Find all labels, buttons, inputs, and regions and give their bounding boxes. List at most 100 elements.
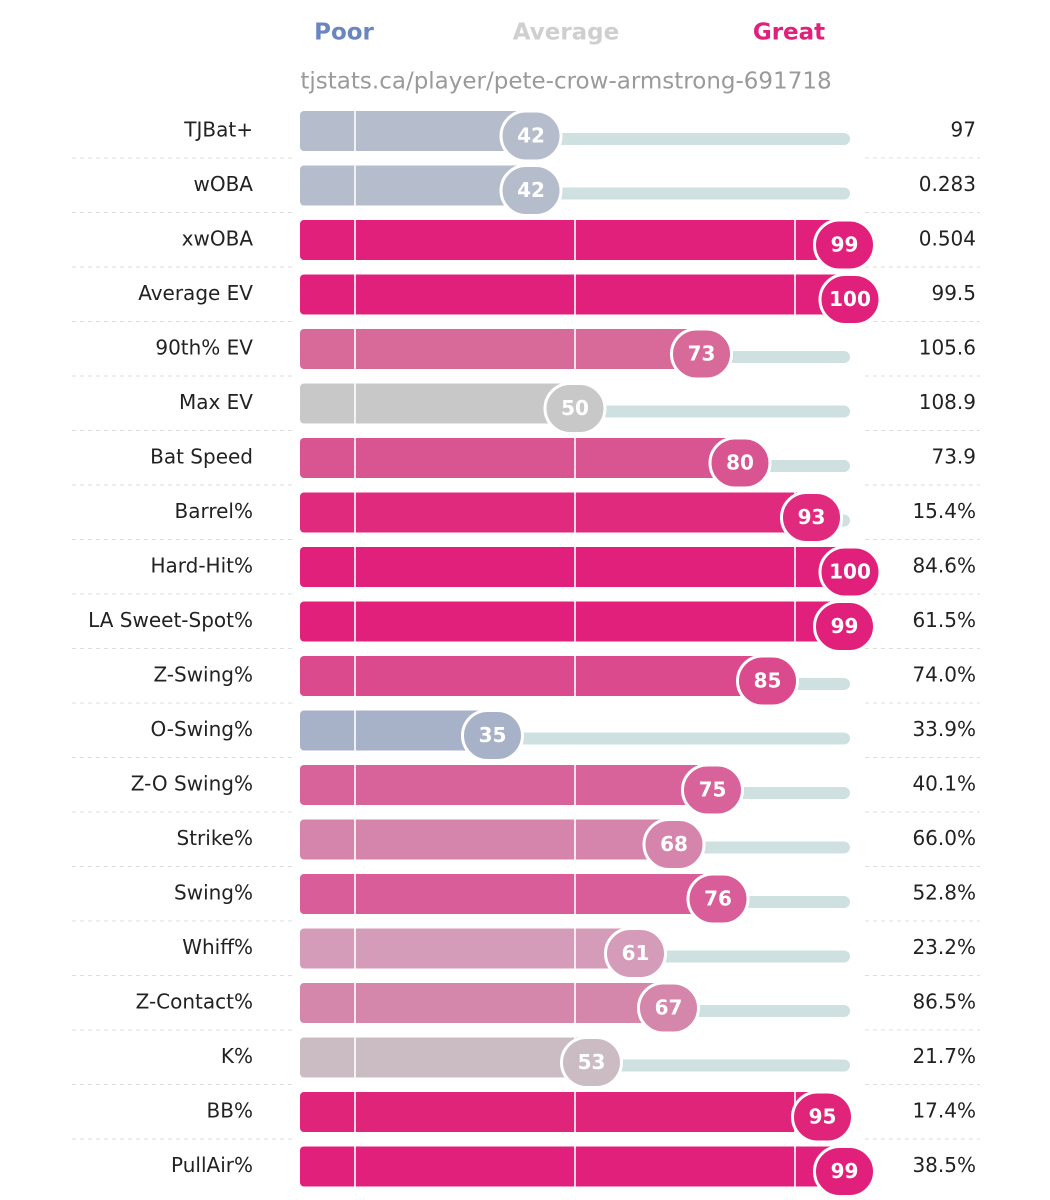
value-bubble (543, 382, 607, 435)
bar (300, 1146, 845, 1187)
metric-label: PullAir% (171, 1153, 253, 1177)
stat-value: 21.7% (912, 1044, 976, 1068)
bar (300, 1092, 823, 1132)
value-bubble (813, 218, 876, 272)
stat-value: 99.5 (931, 281, 976, 305)
value-label: 80 (726, 451, 754, 475)
metric-label: Strike% (177, 826, 254, 850)
stat-value: 73.9 (931, 445, 976, 469)
value-bubble (670, 327, 733, 381)
value-bubble (818, 545, 882, 599)
stat-value: 0.283 (919, 172, 976, 196)
metric-label: K% (221, 1044, 253, 1068)
bar (300, 928, 636, 969)
value-label: 93 (798, 505, 826, 529)
value-bubble (461, 709, 524, 762)
bar (300, 165, 531, 206)
bar (300, 1037, 592, 1078)
value-label: 50 (561, 396, 589, 420)
metric-label: Hard-Hit% (150, 554, 253, 578)
metric-label: Bat Speed (150, 445, 253, 469)
value-label: 53 (578, 1050, 606, 1074)
metric-label: Average EV (138, 281, 253, 305)
stat-value: 108.9 (919, 390, 976, 414)
value-bubble (642, 818, 706, 871)
metric-label: BB% (207, 1099, 253, 1123)
value-label: 95 (809, 1105, 837, 1129)
bar (300, 601, 845, 642)
bar (300, 492, 812, 533)
metric-label: wOBA (193, 172, 253, 196)
bar (300, 765, 713, 805)
stat-value: 74.0% (912, 663, 976, 687)
value-label: 85 (754, 669, 782, 693)
stat-value: 61.5% (912, 608, 976, 632)
value-bubble (637, 981, 700, 1035)
value-bubble (681, 763, 744, 817)
stat-value: 84.6% (912, 554, 976, 578)
stat-value: 33.9% (912, 717, 976, 741)
legend-label: Average (513, 20, 620, 46)
bar (300, 656, 768, 696)
value-label: 99 (831, 233, 859, 257)
value-label: 42 (517, 178, 545, 202)
value-label: 73 (688, 342, 716, 366)
bar (300, 329, 702, 369)
bar (300, 710, 493, 751)
value-bubble (499, 164, 563, 217)
metric-label: Z-Swing% (153, 663, 253, 687)
metric-label: Max EV (179, 390, 253, 414)
value-bubble (813, 1145, 876, 1198)
metric-label: O-Swing% (151, 717, 254, 741)
metric-label: Z-O Swing% (131, 772, 253, 796)
metric-label: Z-Contact% (136, 990, 253, 1014)
value-bubble (818, 273, 882, 326)
bar (300, 438, 740, 478)
value-label: 100 (829, 287, 871, 311)
stat-value: 40.1% (912, 772, 976, 796)
value-label: 42 (517, 124, 545, 148)
metric-label: TJBat+ (183, 118, 253, 142)
value-bubble (604, 927, 667, 980)
metric-label: Swing% (174, 881, 253, 905)
value-label: 76 (704, 887, 732, 911)
value-bubble (813, 600, 876, 653)
metric-label: xwOBA (182, 227, 254, 251)
stat-value: 38.5% (912, 1153, 976, 1177)
metric-label: Whiff% (182, 935, 253, 959)
value-bubble (499, 109, 563, 163)
bar (300, 383, 575, 424)
stat-value: 15.4% (912, 499, 976, 523)
metric-label: 90th% EV (155, 336, 253, 360)
bar (300, 874, 718, 914)
value-label: 100 (829, 560, 871, 584)
stat-value: 23.2% (912, 935, 976, 959)
stat-value: 66.0% (912, 826, 976, 850)
value-bubble (708, 436, 772, 490)
value-bubble (560, 1036, 623, 1089)
stat-value: 52.8% (912, 881, 976, 905)
stat-value: 105.6 (919, 336, 976, 360)
value-bubble (736, 654, 799, 708)
subtitle: tjstats.ca/player/pete-crow-armstrong-69… (300, 69, 831, 95)
value-label: 99 (831, 614, 859, 638)
metric-label: LA Sweet-Spot% (88, 608, 253, 632)
value-label: 68 (660, 832, 688, 856)
stat-value: 17.4% (912, 1099, 976, 1123)
value-label: 99 (831, 1159, 859, 1183)
value-label: 61 (622, 941, 650, 965)
stat-value: 0.504 (919, 227, 976, 251)
bar (300, 220, 845, 260)
metric-label: Barrel% (175, 499, 254, 523)
stat-value: 86.5% (912, 990, 976, 1014)
bar (300, 819, 674, 860)
value-label: 35 (479, 723, 507, 747)
bar (300, 111, 531, 151)
legend-label: Poor (314, 20, 374, 46)
stat-value: 97 (951, 118, 976, 142)
value-label: 67 (655, 996, 683, 1020)
value-bubble (686, 872, 750, 926)
legend-label: Great (753, 20, 825, 46)
value-label: 75 (699, 778, 727, 802)
